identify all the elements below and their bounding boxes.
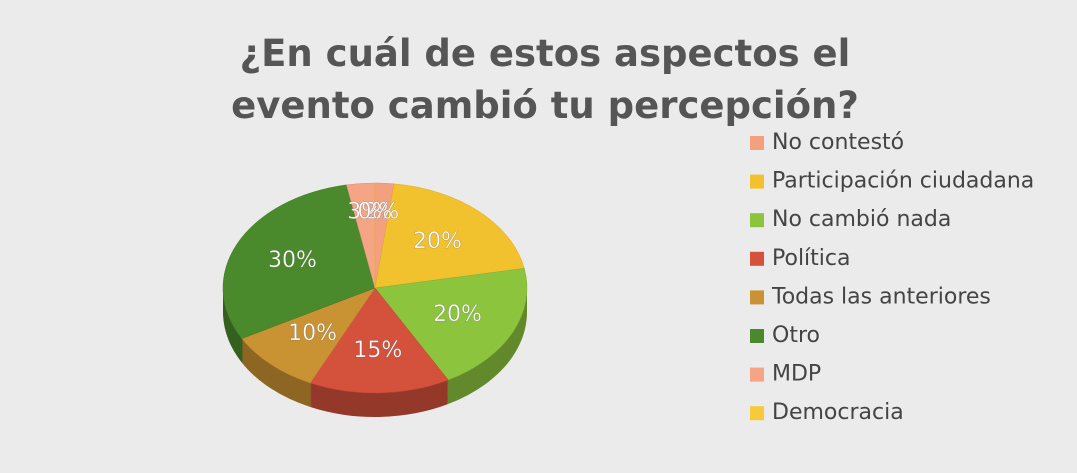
data-label: 20%	[413, 229, 462, 254]
legend-label: MDP	[772, 362, 821, 387]
legend-label: Política	[772, 246, 850, 271]
chart-title: ¿En cuál de estos aspectos el evento cam…	[231, 32, 859, 127]
legend-swatch	[750, 367, 764, 382]
legend-swatch	[750, 174, 764, 189]
data-label: 10%	[288, 321, 337, 346]
data-label: 3%	[347, 200, 382, 225]
data-label: 2%	[364, 200, 399, 225]
legend-label: No contestó	[772, 130, 904, 155]
legend-swatch	[750, 251, 764, 266]
slice	[374, 183, 525, 289]
slice	[222, 184, 376, 339]
legend-swatch	[750, 290, 764, 305]
data-label: 0%	[358, 199, 393, 224]
legend-label: Otro	[772, 323, 820, 348]
legend-label: Todas las anteriores	[771, 284, 991, 309]
legend-swatch	[750, 136, 764, 150]
slice	[241, 287, 376, 384]
slice	[374, 268, 528, 381]
legend-label: No cambió nada	[772, 207, 951, 232]
data-label: 30%	[268, 248, 317, 273]
data-label: 15%	[353, 338, 402, 363]
legend-swatch	[750, 406, 764, 421]
legend-label: Democracia	[772, 400, 904, 425]
data-label: 20%	[433, 302, 482, 327]
slice	[309, 287, 449, 394]
legend-label: Participación ciudadana	[772, 169, 1034, 194]
legend-swatch	[750, 329, 764, 343]
legend-swatch	[750, 213, 764, 228]
